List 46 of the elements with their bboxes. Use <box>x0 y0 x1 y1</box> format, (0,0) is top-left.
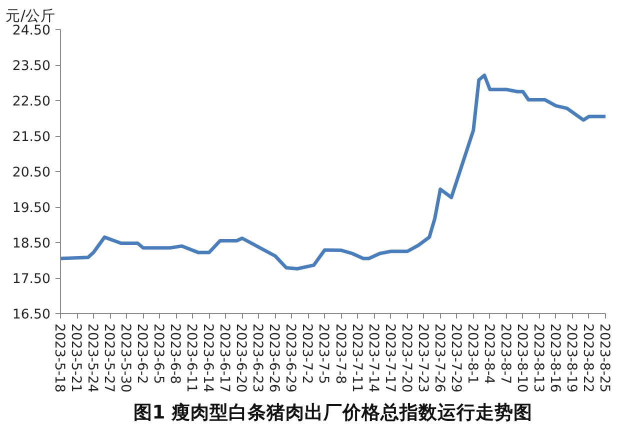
y-tick-label: 24.50 <box>12 24 50 38</box>
y-tick-label: 19.50 <box>12 201 50 216</box>
x-tick-label: 2023-7-26 <box>431 324 446 392</box>
x-tick-label: 2023-7-5 <box>316 324 331 384</box>
text: 图1 瘦肉型白条猪肉出厂价格总指数运行走势图 <box>133 402 533 424</box>
x-tick-label: 2023-5-30 <box>118 324 133 392</box>
line-series <box>60 74 606 271</box>
x-tick-label: 2023-5-24 <box>84 324 100 392</box>
x-tick-label: 2023-7-17 <box>382 324 397 392</box>
y-tick-label: 23.50 <box>12 59 50 74</box>
x-tick-label: 2023-6-17 <box>216 324 232 392</box>
y-tick-label: 22.50 <box>12 94 50 110</box>
x-tick-label: 2023-6-26 <box>266 324 282 392</box>
x-tick-label: 2023-8-16 <box>546 324 562 392</box>
x-tick-label: 2023-5-18 <box>52 324 66 392</box>
x-tick-label: 2023-6-23 <box>250 324 265 392</box>
x-tick-label: 2023-6-29 <box>282 324 298 392</box>
x-tick-label: 2023-8-19 <box>563 324 578 392</box>
x-tick-label: 2023-7-20 <box>398 324 414 392</box>
x-tick-label: 2023-6-5 <box>150 324 166 384</box>
x-tick-label: 2023-7-29 <box>448 324 463 392</box>
x-tick-label: 2023-8-7 <box>497 324 512 384</box>
x-tick-label: 2023-7-8 <box>332 324 348 384</box>
x-tick-label: 2023-8-10 <box>514 324 529 392</box>
x-tick-label: 2023-8-13 <box>530 324 546 392</box>
x-tick-label: 2023-7-23 <box>414 324 430 392</box>
x-tick-label: 2023-8-25 <box>596 324 612 392</box>
x-tick-label: 2023-5-27 <box>101 324 116 392</box>
y-tick-label: 17.50 <box>12 272 50 287</box>
x-tick-label: 2023-6-2 <box>134 324 150 384</box>
x-tick-label: 2023-6-14 <box>200 324 216 392</box>
x-tick-label: 2023-5-21 <box>68 324 84 392</box>
x-tick-label: 2023-7-14 <box>365 324 380 392</box>
x-tick-label: 2023-6-11 <box>184 324 199 392</box>
y-axis-title: 元/公斤 <box>6 8 56 24</box>
y-tick-label: 21.50 <box>12 130 50 145</box>
x-tick-label: 2023-6-20 <box>233 324 248 392</box>
x-tick-label: 2023-6-8 <box>167 324 182 384</box>
y-tick-label: 18.50 <box>12 236 50 252</box>
x-tick-label: 2023-8-4 <box>480 324 496 384</box>
y-tick-label: 20.50 <box>12 166 50 180</box>
x-tick-label: 2023-8-1 <box>464 324 480 384</box>
x-tick-label: 2023-7-2 <box>299 324 314 384</box>
x-tick-label: 2023-8-22 <box>580 324 595 392</box>
x-tick-label: 2023-7-11 <box>348 324 364 392</box>
y-tick-label: 16.50 <box>12 308 50 322</box>
